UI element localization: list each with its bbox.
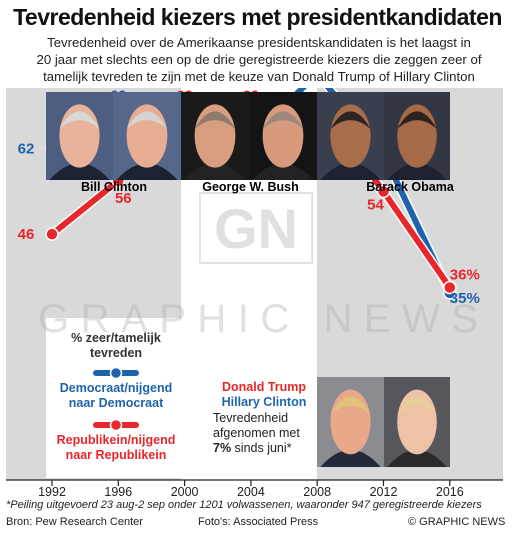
x-tick-label-2004: 2004: [237, 485, 265, 498]
x-tick-label-2000: 2000: [171, 485, 199, 498]
point-1-2016: [443, 280, 457, 295]
bush-portrait-1: [181, 92, 249, 180]
y-axis-label-line-2: tevreden: [89, 346, 143, 360]
candidates-note-line-3: 7% sinds juni*: [213, 441, 323, 456]
point-1-2012: [376, 184, 391, 199]
subtitle-line-2: 20 jaar met slechts een op de drie gereg…: [36, 52, 482, 67]
subtitle: Tevredenheid over de Amerikaanse preside…: [14, 34, 504, 85]
x-tick-label-1996: 1996: [104, 485, 132, 498]
photos-credit: Foto's: Associated Press: [198, 516, 319, 528]
candidates-note-line-2: afgenomen met: [213, 426, 300, 440]
president-name-barack-obama: Barack Obama: [366, 180, 454, 194]
watermark-logo: GN: [214, 197, 298, 260]
candidates-note: Tevredenheid afgenomen met 7% sinds juni…: [213, 411, 323, 456]
president-name-bill-clinton: Bill Clinton: [81, 180, 147, 194]
obama-portrait-2: [384, 92, 450, 180]
dem-value-label-2016: 35%: [450, 290, 480, 307]
legend-rep-line-1: Republikein/nijgend: [56, 433, 176, 447]
bush-portrait-2: [249, 92, 317, 180]
page-title: Tevredenheid kiezers met presidentkandid…: [13, 4, 502, 30]
candidates-note-rest: sinds juni*: [231, 441, 292, 455]
legend-rep-line-2: naar Republikein: [65, 448, 167, 462]
candidate-clinton: Hillary Clinton: [221, 395, 307, 409]
subtitle-line-3: tamelijk tevreden te zijn met de keuze v…: [43, 69, 475, 84]
clinton-portrait-1: [46, 92, 113, 180]
x-axis-ticks: 1992 1996 2000 2004 2008 2012 2016: [38, 480, 464, 498]
obama-portrait-1: [317, 92, 384, 180]
rep-value-label-2016: 36%: [450, 267, 480, 284]
source: Bron: Pew Research Center: [6, 516, 143, 528]
copyright: © GRAPHIC NEWS: [408, 516, 506, 528]
trump-portrait: [317, 377, 384, 467]
dem-value-label-1992: 62: [18, 141, 35, 158]
hillary-portrait: [384, 377, 450, 467]
rep-value-label-1992: 46: [18, 226, 35, 243]
footnote: *Peiling uitgevoerd 23 aug-2 sep onder 1…: [6, 499, 482, 511]
candidates-panel: [210, 378, 318, 468]
x-tick-label-2008: 2008: [303, 485, 331, 498]
y-axis-label: % zeer/tamelijk tevreden: [46, 331, 186, 361]
point-1-1992: [45, 227, 59, 241]
candidates-note-line-1: Tevredenheid: [213, 411, 289, 425]
x-tick-label-2012: 2012: [370, 485, 398, 498]
subtitle-line-1: Tevredenheid over de Amerikaanse preside…: [47, 35, 471, 50]
y-axis-label-line-1: % zeer/tamelijk: [71, 331, 161, 345]
x-tick-label-1992: 1992: [38, 485, 66, 498]
legend-dem-label: Democraat/nijgend naar Democraat: [46, 381, 186, 411]
clinton-portrait-2: [113, 92, 181, 180]
x-tick-label-2016: 2016: [436, 485, 464, 498]
legend-dem-line-1: Democraat/nijgend: [59, 381, 173, 395]
rep-value-label-2012: 54: [367, 196, 384, 213]
candidate-trump: Donald Trump: [221, 380, 307, 394]
candidates-note-pct: 7%: [213, 441, 232, 455]
rep-value-label-1996: 56: [115, 190, 132, 207]
legend-rep-marker: [93, 418, 139, 432]
legend-dem-marker: [93, 366, 139, 380]
president-name-george-w-bush: George W. Bush: [202, 180, 299, 194]
legend-dem-line-2: naar Democraat: [68, 396, 164, 410]
legend-rep-label: Republikein/nijgend naar Republikein: [46, 433, 186, 463]
legend-panel: [46, 318, 181, 478]
